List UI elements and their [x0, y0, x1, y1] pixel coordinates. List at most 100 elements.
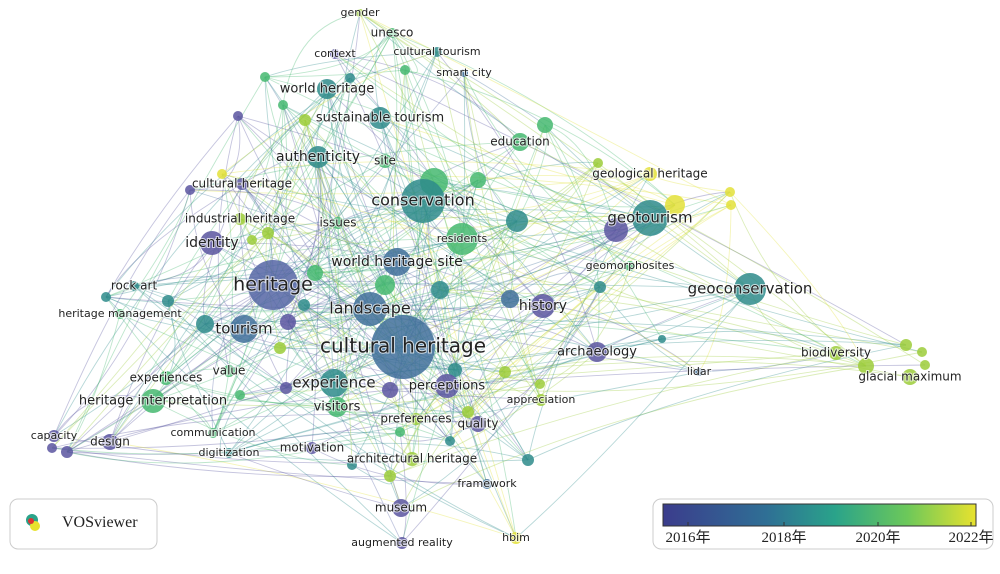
- node-label: rock art: [111, 279, 158, 293]
- edge: [379, 117, 511, 300]
- edge: [133, 276, 371, 310]
- edge: [109, 242, 213, 443]
- node-label: site: [374, 154, 396, 168]
- edge: [391, 32, 463, 240]
- edge: [53, 323, 206, 437]
- node: [129, 281, 139, 291]
- edge: [463, 72, 542, 401]
- edge: [264, 76, 335, 384]
- edge: [133, 285, 517, 539]
- node: [506, 210, 528, 232]
- edge: [477, 174, 676, 206]
- edge: [389, 364, 926, 391]
- node-label: capacity: [31, 429, 78, 442]
- node: [734, 273, 766, 305]
- node: [248, 260, 298, 310]
- node-label: landscape: [329, 299, 410, 318]
- edge: [400, 411, 469, 509]
- node: [345, 73, 355, 83]
- edge: [463, 72, 546, 126]
- edge: [239, 218, 923, 353]
- node: [604, 218, 628, 242]
- node: [392, 499, 410, 517]
- node-label: cultural heritage: [320, 334, 486, 358]
- edge: [287, 12, 361, 323]
- edge: [272, 284, 700, 373]
- node: [102, 434, 118, 450]
- edge: [449, 204, 732, 442]
- node: [200, 231, 224, 255]
- edge: [119, 313, 451, 442]
- node: [401, 179, 445, 223]
- edge: [228, 452, 402, 509]
- node: [499, 366, 511, 378]
- node-label: quality: [457, 417, 498, 431]
- edge: [203, 183, 243, 325]
- edge: [264, 51, 438, 78]
- edge: [334, 53, 837, 354]
- edge: [436, 51, 598, 353]
- node: [235, 390, 245, 400]
- edge: [359, 12, 521, 143]
- edge: [544, 124, 617, 231]
- node-label: appreciation: [507, 393, 576, 406]
- edge: [239, 218, 391, 477]
- edge: [334, 53, 521, 143]
- edge: [167, 32, 393, 302]
- node: [307, 265, 323, 281]
- edge: [228, 431, 451, 454]
- node: [356, 9, 364, 17]
- edge: [221, 173, 479, 425]
- node: [632, 200, 668, 236]
- edge: [389, 351, 598, 477]
- node: [535, 394, 547, 406]
- edge: [597, 162, 751, 290]
- edge: [326, 88, 404, 348]
- edge: [152, 400, 353, 466]
- node: [431, 281, 449, 299]
- edge: [237, 115, 463, 240]
- edge: [221, 173, 233, 372]
- edge: [314, 88, 339, 224]
- edge: [152, 399, 451, 442]
- edge: [359, 12, 598, 353]
- node: [371, 315, 435, 379]
- edge: [415, 204, 676, 420]
- edge: [167, 200, 424, 302]
- node: [725, 187, 735, 197]
- edge: [109, 32, 393, 443]
- edge: [51, 431, 401, 455]
- node: [185, 185, 195, 195]
- edge: [374, 32, 393, 119]
- edge: [237, 115, 435, 183]
- node-label: geotourism: [607, 209, 692, 227]
- edge: [221, 173, 371, 310]
- edge: [105, 296, 281, 349]
- edge: [334, 53, 907, 346]
- edge: [334, 53, 631, 267]
- node: [522, 454, 534, 466]
- edge: [221, 160, 651, 175]
- edge: [415, 286, 601, 420]
- edge: [698, 352, 837, 373]
- edge: [165, 377, 391, 405]
- edge: [221, 51, 438, 175]
- edge: [333, 265, 631, 384]
- edge: [228, 289, 441, 372]
- edge: [411, 179, 479, 460]
- edge: [467, 229, 617, 413]
- edge: [189, 141, 521, 191]
- edge: [401, 217, 651, 544]
- edge: [463, 72, 542, 401]
- edge: [544, 124, 600, 353]
- edge: [422, 200, 867, 367]
- edge: [228, 51, 438, 454]
- node: [230, 315, 258, 343]
- node: [330, 49, 340, 59]
- edge: [404, 69, 506, 373]
- edge: [228, 261, 398, 372]
- edge: [527, 344, 907, 461]
- edge: [237, 115, 451, 442]
- edge: [359, 12, 517, 539]
- edge: [326, 88, 386, 286]
